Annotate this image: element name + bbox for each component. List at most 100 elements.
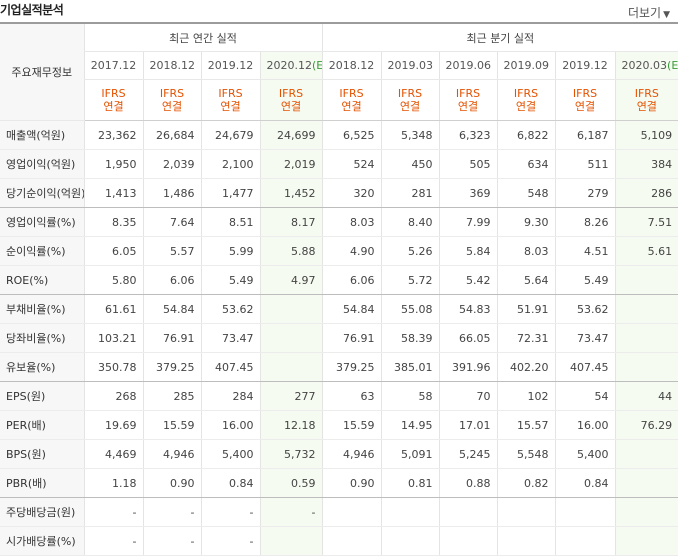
table-cell: 5.49 (200, 265, 260, 295)
period-header-row: 2017.122018.122019.122020.12(E)2018.1220… (0, 51, 678, 80)
table-cell: 6.06 (142, 265, 201, 295)
table-cell (321, 526, 382, 556)
table-cell: 391.96 (438, 352, 498, 382)
period-quarter: 2018.12 (321, 51, 382, 80)
ifrs-label: IFRS 연결 (200, 79, 260, 121)
more-label[interactable]: 더보기 (627, 6, 662, 20)
table-cell: 53.62 (554, 294, 616, 324)
table-cell: 5.72 (380, 265, 440, 295)
table-cell: 54.84 (142, 294, 201, 324)
table-cell: 55.08 (380, 294, 440, 324)
table-cell: 8.26 (554, 207, 616, 237)
ifrs-line: IFRS (218, 87, 243, 100)
table-cell: 61.61 (83, 294, 143, 324)
table-cell: 0.82 (496, 468, 556, 498)
table-cell: 0.88 (438, 468, 498, 498)
table-cell: 379.25 (321, 352, 382, 382)
financial-table: 주요재무정보 최근 연간 실적 최근 분기 실적 2017.12 2018.12 2… (0, 22, 678, 556)
table-cell: 8.40 (380, 207, 440, 237)
table-cell: 16.00 (554, 410, 616, 440)
chevron-down-icon: ▼ (663, 10, 670, 20)
table-row: PER(배) 19.69 15.59 16.00 12.18 15.59 14.95 17.0… (0, 410, 678, 440)
table-cell: 6,187 (554, 120, 616, 150)
table-cell: 6,525 (321, 120, 382, 150)
table-cell: 5.99 (200, 236, 260, 266)
ifrs-label: IFRS 연결 (438, 79, 498, 121)
table-cell: 26,684 (142, 120, 201, 150)
table-cell: 73.47 (554, 323, 616, 353)
table-cell: 1.18 (83, 468, 143, 498)
table-row: 영업이익(억원) 1,950 2,039 2,100 2,019 524 450 505 634… (0, 149, 678, 179)
table-cell: 2,039 (142, 149, 201, 179)
table-cell: 76.29 (614, 410, 678, 440)
row-label: 시가배당률(%) (0, 526, 84, 556)
table-cell: 379.25 (142, 352, 201, 382)
table-cell: 8.51 (200, 207, 260, 237)
table-cell: 634 (496, 149, 556, 179)
more-link[interactable]: 더보기 ▼ (628, 4, 670, 21)
table-cell (438, 526, 498, 556)
table-cell: 23,362 (83, 120, 143, 150)
table-cell (554, 497, 616, 527)
table-cell: 5,109 (614, 120, 678, 150)
ifrs-line: IFRS (339, 87, 364, 100)
table-cell: 2,100 (200, 149, 260, 179)
table-cell: 8.03 (496, 236, 556, 266)
table-cell: - (83, 526, 143, 556)
table-cell: 4,469 (83, 439, 143, 469)
table-cell: 385.01 (380, 352, 440, 382)
group-annual-label: 최근 연간 실적 (83, 22, 323, 52)
table-cell: 5.88 (259, 236, 323, 266)
table-cell: 369 (438, 178, 498, 208)
table-cell: 0.84 (200, 468, 260, 498)
row-label: 유보율(%) (0, 352, 84, 382)
table-cell: 6.05 (83, 236, 143, 266)
table-cell (259, 294, 323, 324)
consolidated-line: 연결 (515, 100, 537, 113)
table-cell: 548 (496, 178, 556, 208)
table-cell (496, 497, 556, 527)
table-cell: 2,019 (259, 149, 323, 179)
table-cell: 0.90 (321, 468, 382, 498)
consolidated-line: 연결 (103, 100, 124, 113)
table-cell: 102 (496, 381, 556, 411)
table-cell: 76.91 (142, 323, 201, 353)
consolidated-line: 연결 (574, 100, 596, 113)
table-row: 당기순이익(억원) 1,413 1,486 1,477 1,452 320 281 369 54… (0, 178, 678, 208)
table-cell: 350.78 (83, 352, 143, 382)
table-cell: 5,732 (259, 439, 323, 469)
ifrs-label: IFRS 연결 (83, 79, 143, 121)
table-cell: - (142, 526, 201, 556)
table-cell: 5.61 (614, 236, 678, 266)
ifrs-label: IFRS 연결 (554, 79, 616, 121)
table-cell: 54.84 (321, 294, 382, 324)
table-cell: 524 (321, 149, 382, 179)
consolidated-line: 연결 (220, 100, 241, 113)
table-cell: 402.20 (496, 352, 556, 382)
row-label: 당기순이익(억원) (0, 178, 84, 208)
table-row: 당좌비율(%) 103.21 76.91 73.47 76.91 58.39 66.05 72… (0, 323, 678, 353)
ifrs-label: IFRS 연결 (380, 79, 440, 121)
table-cell: 0.84 (554, 468, 616, 498)
table-row: 영업이익률(%) 8.35 7.64 8.51 8.17 8.03 8.40 7.99 9.30… (0, 207, 678, 237)
table-cell: 5,400 (554, 439, 616, 469)
table-cell (259, 526, 323, 556)
table-cell (380, 526, 440, 556)
ifrs-line: IFRS (159, 87, 185, 100)
table-row: 주당배당금(원) - - - - (0, 497, 678, 527)
ifrs-label: IFRS 연결 (496, 79, 556, 121)
table-cell (438, 497, 498, 527)
row-label: 영업이익(억원) (0, 149, 84, 179)
table-cell: 24,699 (259, 120, 323, 150)
table-cell: - (142, 497, 201, 527)
table-cell: 4.90 (321, 236, 382, 266)
ifrs-label: IFRS 연결 (321, 79, 382, 121)
ifrs-line: IFRS (572, 87, 598, 100)
table-cell: 5.26 (380, 236, 440, 266)
table-cell: 5.57 (142, 236, 201, 266)
table-cell: - (200, 497, 260, 527)
ifrs-line: IFRS (397, 87, 423, 100)
corner-label: 주요재무정보 (0, 22, 84, 121)
period-quarter: 2019.06 (438, 51, 498, 80)
table-cell: 51.91 (496, 294, 556, 324)
